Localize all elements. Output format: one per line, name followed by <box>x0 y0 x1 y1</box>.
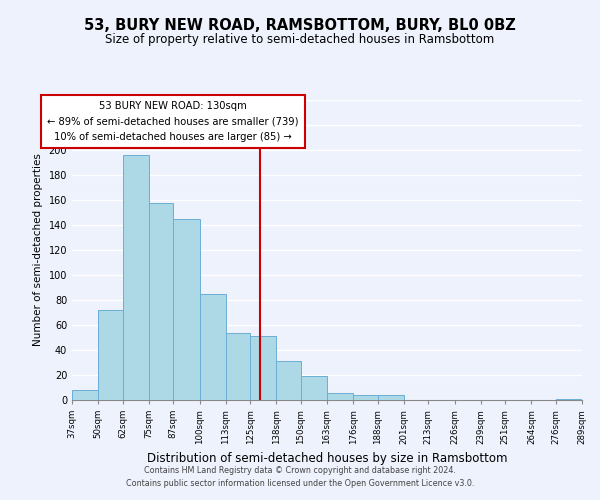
Text: Size of property relative to semi-detached houses in Ramsbottom: Size of property relative to semi-detach… <box>106 32 494 46</box>
Text: 53, BURY NEW ROAD, RAMSBOTTOM, BURY, BL0 0BZ: 53, BURY NEW ROAD, RAMSBOTTOM, BURY, BL0… <box>84 18 516 32</box>
Bar <box>301 376 327 400</box>
Bar <box>149 202 173 400</box>
Bar <box>173 219 199 400</box>
Bar <box>98 310 122 400</box>
Bar <box>226 332 250 400</box>
Y-axis label: Number of semi-detached properties: Number of semi-detached properties <box>33 154 43 346</box>
Bar <box>556 399 582 400</box>
Bar <box>377 395 404 400</box>
Bar <box>72 390 98 400</box>
Bar <box>327 392 353 400</box>
Bar <box>353 395 377 400</box>
Text: Contains HM Land Registry data © Crown copyright and database right 2024.
Contai: Contains HM Land Registry data © Crown c… <box>126 466 474 487</box>
Text: 53 BURY NEW ROAD: 130sqm
← 89% of semi-detached houses are smaller (739)
10% of : 53 BURY NEW ROAD: 130sqm ← 89% of semi-d… <box>47 100 299 142</box>
Bar <box>199 294 226 400</box>
Bar <box>250 336 277 400</box>
Bar <box>277 361 301 400</box>
Bar <box>122 155 149 400</box>
X-axis label: Distribution of semi-detached houses by size in Ramsbottom: Distribution of semi-detached houses by … <box>147 452 507 465</box>
